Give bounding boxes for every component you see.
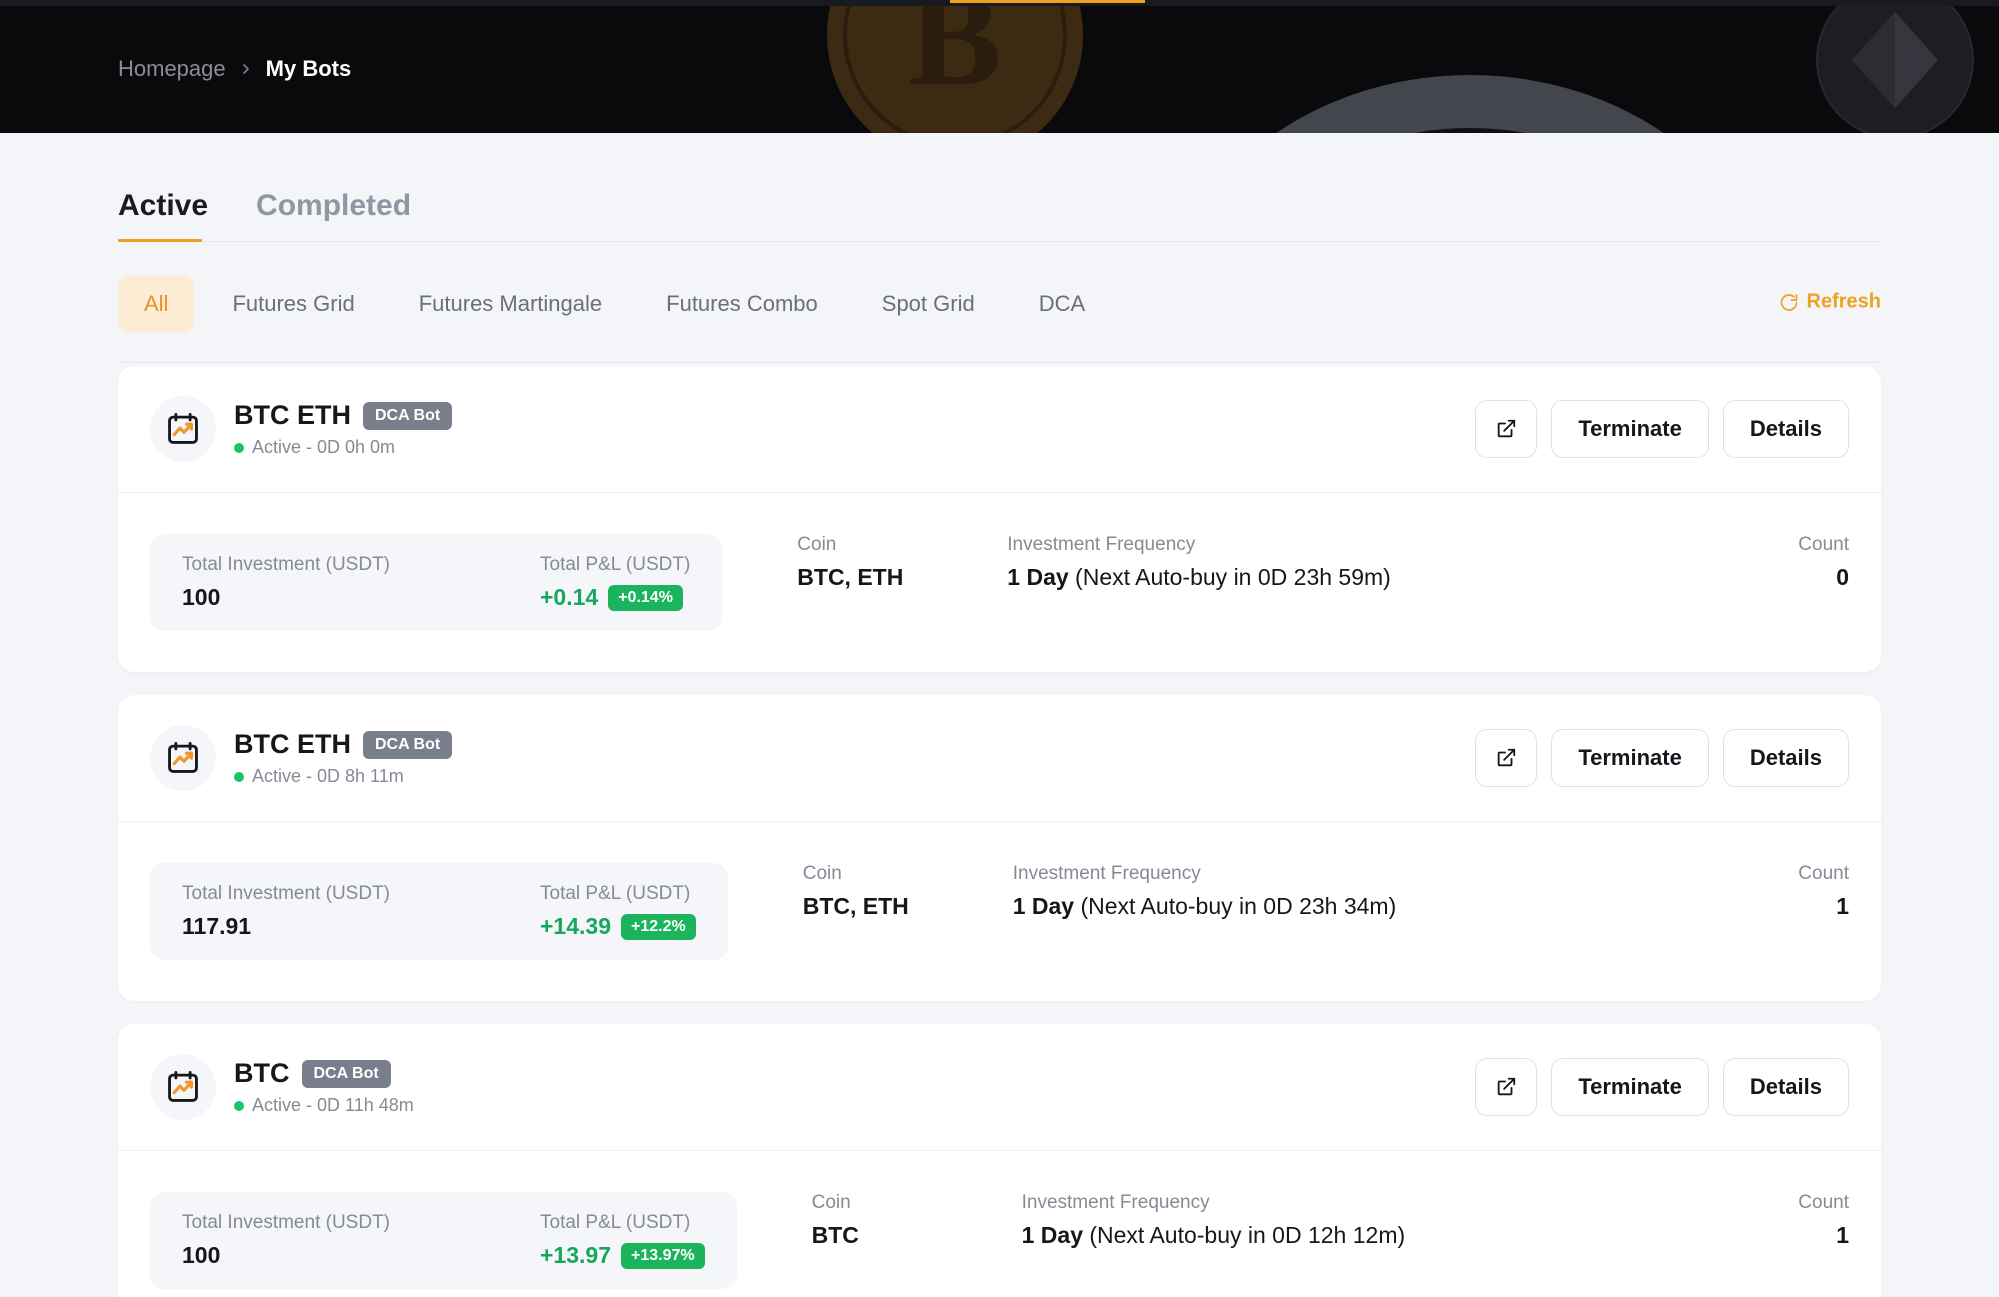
svg-text:B: B bbox=[908, 0, 1001, 115]
